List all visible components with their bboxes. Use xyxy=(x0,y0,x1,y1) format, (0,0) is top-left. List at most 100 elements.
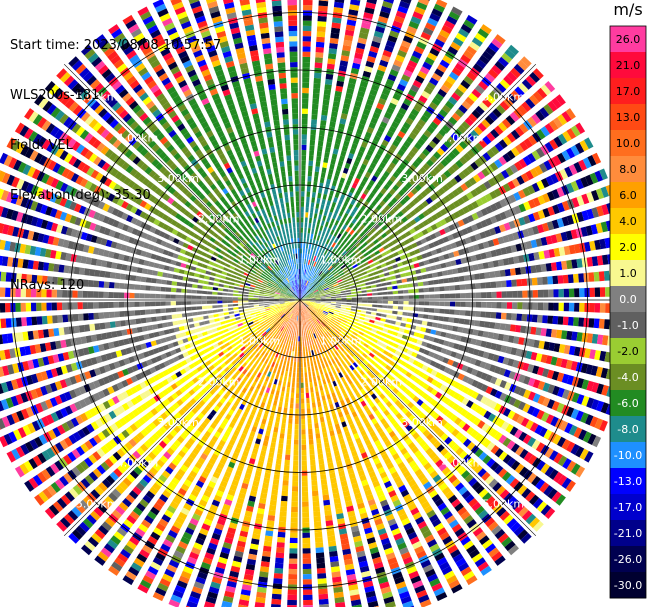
range-gate xyxy=(323,188,329,195)
range-gate xyxy=(395,274,401,279)
range-gate xyxy=(314,365,318,371)
range-gate xyxy=(349,148,356,155)
range-gate xyxy=(280,391,285,397)
range-gate xyxy=(381,157,389,165)
range-gate xyxy=(528,391,536,401)
range-gate xyxy=(277,531,286,538)
range-gate xyxy=(360,205,366,212)
range-gate xyxy=(460,54,471,64)
range-gate xyxy=(328,371,333,377)
range-gate xyxy=(383,256,390,262)
range-gate xyxy=(272,431,278,438)
range-gate xyxy=(318,187,323,194)
range-gate xyxy=(485,341,492,349)
range-gate xyxy=(454,62,465,73)
range-gate xyxy=(557,275,564,284)
range-gate xyxy=(310,387,314,393)
range-gate xyxy=(290,512,298,518)
range-gate xyxy=(317,578,327,585)
range-gate xyxy=(375,25,386,34)
range-gate xyxy=(328,311,334,315)
range-gate xyxy=(525,170,534,181)
range-gate xyxy=(417,313,424,319)
range-gate xyxy=(557,202,565,213)
range-gate xyxy=(279,375,284,381)
range-gate xyxy=(271,489,278,496)
range-gate xyxy=(440,262,447,269)
range-gate xyxy=(301,320,303,326)
range-gate xyxy=(376,330,382,335)
range-gate xyxy=(312,287,317,291)
range-gate xyxy=(324,152,330,158)
range-gate xyxy=(383,244,390,250)
range-gate xyxy=(374,260,380,266)
range-gate xyxy=(332,180,338,187)
range-gate xyxy=(328,53,337,60)
range-gate xyxy=(352,105,361,113)
range-gate xyxy=(372,35,382,44)
range-gate xyxy=(369,276,375,281)
range-gate xyxy=(296,382,300,388)
range-gate xyxy=(303,285,307,291)
range-gate xyxy=(355,309,362,313)
range-gate xyxy=(385,334,392,339)
range-gate xyxy=(309,340,312,346)
range-gate xyxy=(527,185,536,195)
range-gate xyxy=(466,71,477,81)
range-gate xyxy=(271,372,276,379)
range-gate xyxy=(360,283,366,287)
range-gate xyxy=(486,148,496,159)
range-gate xyxy=(333,7,344,14)
range-gate xyxy=(442,55,453,65)
range-gate xyxy=(362,300,368,303)
range-gate xyxy=(539,162,548,173)
range-gate xyxy=(529,94,540,106)
range-gate xyxy=(352,232,359,238)
range-gate xyxy=(387,201,395,208)
range-gate xyxy=(417,138,426,146)
range-gate xyxy=(374,153,382,161)
range-gate xyxy=(559,168,569,180)
range-gate xyxy=(427,0,430,1)
range-gate xyxy=(291,387,295,393)
range-gate xyxy=(358,216,365,223)
range-gate xyxy=(397,290,404,294)
range-gate xyxy=(327,272,332,277)
range-gate xyxy=(418,222,425,229)
range-gate xyxy=(303,292,307,297)
range-gate xyxy=(404,204,412,211)
range-gate xyxy=(288,340,291,346)
range-gate xyxy=(576,211,585,223)
range-gate xyxy=(300,295,302,300)
range-gate xyxy=(532,68,544,80)
range-gate xyxy=(586,380,595,392)
range-gate xyxy=(392,310,398,315)
range-gate xyxy=(319,305,325,308)
range-gate xyxy=(355,325,362,330)
range-gate xyxy=(273,578,283,585)
range-gate xyxy=(448,202,456,211)
range-gate xyxy=(336,187,342,194)
range-gate xyxy=(344,135,352,142)
range-gate xyxy=(404,154,413,163)
range-gate xyxy=(266,425,272,432)
range-gate xyxy=(570,229,578,239)
range-gate xyxy=(537,314,543,323)
range-gate xyxy=(325,388,330,395)
range-gate xyxy=(261,556,271,563)
range-gate xyxy=(513,191,522,201)
range-gate xyxy=(385,221,392,228)
range-gate xyxy=(320,421,326,428)
range-gate xyxy=(594,350,601,361)
range-gate xyxy=(263,477,270,484)
range-gate xyxy=(289,408,294,414)
range-gate xyxy=(315,52,324,58)
range-gate xyxy=(300,295,303,300)
range-gate xyxy=(388,270,395,275)
range-gate xyxy=(376,308,383,313)
range-gate xyxy=(305,299,311,300)
range-gate xyxy=(513,385,522,395)
range-gate xyxy=(455,293,461,299)
range-gate xyxy=(314,343,318,349)
range-gate xyxy=(316,562,326,569)
